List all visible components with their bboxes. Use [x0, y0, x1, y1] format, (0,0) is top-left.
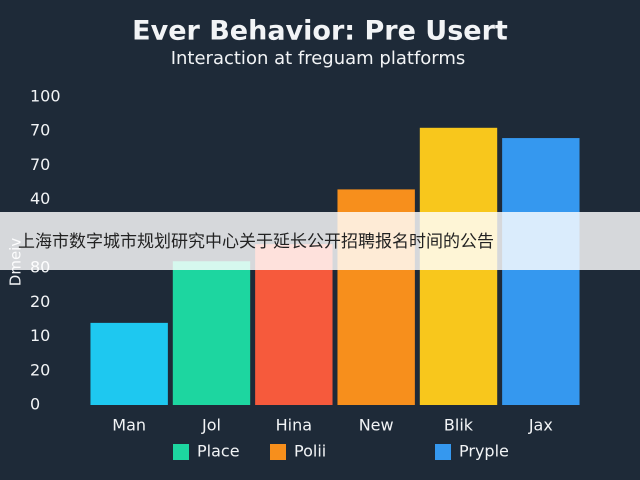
y-tick-label: 20 [30, 292, 50, 311]
y-tick-label: 0 [30, 395, 40, 414]
bar [255, 244, 333, 405]
x-tick-label: Jol [201, 416, 221, 435]
legend-label: Polii [294, 442, 326, 461]
legend-swatch [173, 444, 189, 460]
y-tick-label: 70 [30, 155, 50, 174]
legend-label: Place [197, 442, 240, 461]
y-tick-label: 40 [30, 189, 50, 208]
y-tick-label: 100 [30, 87, 61, 106]
chart-subtitle: Interaction at freguam platforms [171, 48, 466, 69]
legend: Place Polii Pryple [173, 442, 509, 461]
legend-label: Pryple [459, 442, 509, 461]
x-tick-label: Jax [528, 416, 553, 435]
y-tick-label: 20 [30, 360, 50, 379]
x-tick-label: Man [112, 416, 146, 435]
legend-swatch [270, 444, 286, 460]
y-tick-label: 70 [30, 121, 50, 140]
x-tick-label: New [359, 416, 394, 435]
bar [172, 261, 251, 405]
x-tick-label: Hina [276, 416, 312, 435]
banner-text: 上海市数字城市规划研究中心关于延长公开招聘报名时间的公告 [18, 232, 494, 252]
legend-swatch [435, 444, 451, 460]
bar [90, 322, 168, 405]
banner-background [0, 212, 640, 270]
bar [502, 138, 580, 406]
chart-title: Ever Behavior: Pre Usert [132, 16, 508, 47]
y-tick-label: 10 [30, 326, 50, 345]
x-tick-label: Blik [444, 416, 474, 435]
